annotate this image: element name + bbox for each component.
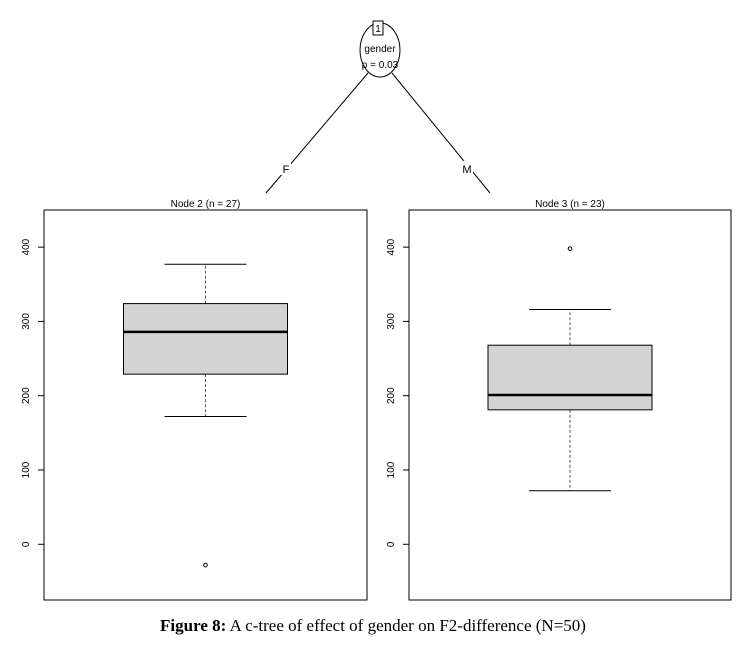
iqr-box: [123, 303, 288, 375]
edge-right: [391, 72, 491, 194]
node-2-boxplot: Node 2 (n = 27) 0 100 200 300 400: [21, 199, 368, 601]
outlier-point: [567, 246, 573, 251]
panel-title: Node 3 (n = 23): [535, 199, 605, 210]
root-node-id-box: [372, 20, 384, 36]
y-tick-label: 100: [21, 461, 32, 478]
y-tick-label: 300: [386, 313, 397, 330]
y-tick-label: 200: [386, 387, 397, 404]
iqr-box: [487, 344, 653, 411]
caption-text: A c-tree of effect of gender on F2-diffe…: [226, 616, 586, 635]
panel-title: Node 2 (n = 27): [171, 199, 241, 210]
branch-label-right: M: [462, 164, 471, 176]
y-tick-label: 100: [386, 461, 397, 478]
node-3-boxplot: Node 3 (n = 23) 0 100 200 300 400: [386, 199, 732, 601]
y-tick-label: 0: [386, 541, 397, 547]
caption-label: Figure 8:: [160, 616, 227, 635]
branch-label-left: F: [283, 164, 290, 176]
figure-caption: Figure 8: A c-tree of effect of gender o…: [0, 616, 746, 636]
y-tick-label: 300: [21, 313, 32, 330]
ctree-figure: 1 gender p = 0.03 F M Node 2 (n = 27) 0 10…: [21, 20, 732, 601]
branch-label-right-bg: [461, 161, 473, 175]
y-tick-label: 0: [21, 541, 32, 547]
branch-label-left-bg: [281, 161, 291, 175]
root-node-variable: gender: [364, 44, 396, 55]
y-tick-label: 200: [21, 387, 32, 404]
y-tick-label: 400: [21, 238, 32, 255]
y-tick-label: 400: [386, 238, 397, 255]
root-node-id: 1: [375, 24, 381, 35]
root-node-p-value: p = 0.03: [362, 60, 399, 71]
outlier-point: [203, 562, 208, 568]
